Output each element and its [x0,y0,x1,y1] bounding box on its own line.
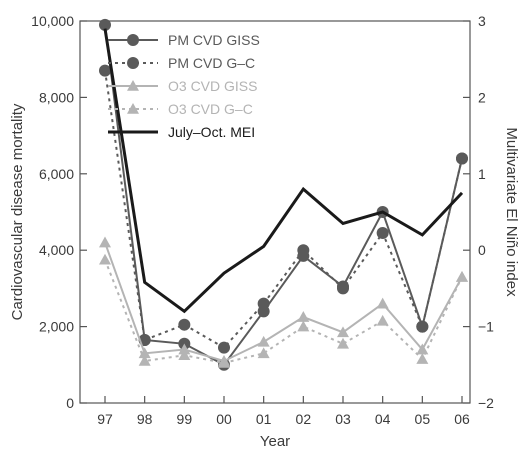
y2-tick-label: 1 [478,166,486,182]
data-point-series-0 [99,18,111,31]
data-point-series-1 [178,318,191,331]
legend-marker-0 [127,34,139,46]
y-tick-label: 8,000 [39,89,74,105]
legend-label-2: O3 CVD GISS [168,78,257,94]
data-point-series-1 [416,320,429,333]
y-tick-label: 6,000 [39,166,74,182]
data-point-series-2 [297,311,310,322]
data-point-series-3 [218,356,230,368]
data-point-series-3 [178,349,191,361]
data-point-series-1 [297,244,310,257]
x-tick-label: 04 [375,411,391,427]
x-tick-label: 05 [415,411,431,427]
y-tick-label: 0 [66,395,74,411]
x-tick-label: 03 [335,411,351,427]
data-point-series-3 [456,270,468,282]
legend-label-0: PM CVD GISS [168,32,260,48]
y2-tick-label: −1 [478,319,494,335]
data-point-series-1 [337,282,349,295]
data-point-series-3 [297,320,310,332]
legend-marker-3 [127,103,139,114]
x-tick-label: 01 [256,411,272,427]
x-axis-title: Year [260,433,290,449]
y2-tick-label: −2 [478,395,494,411]
data-point-series-3 [337,337,349,349]
y2-tick-label: 0 [478,242,486,258]
series-line-2 [104,242,463,363]
data-point-series-3 [138,354,151,366]
x-tick-label: 00 [216,411,232,427]
y-tick-label: 10,000 [31,13,74,29]
data-point-series-3 [416,353,429,364]
series-line-0 [104,24,463,367]
legend-marker-1 [127,57,139,69]
data-point-series-1 [99,64,111,77]
series-line-3 [104,259,463,364]
x-tick-label: 02 [296,411,312,427]
plot-frame [79,20,471,404]
x-tick-label: 99 [177,411,193,427]
data-point-series-3 [257,347,270,359]
data-point-series-2 [178,343,191,355]
series-line-4 [103,28,464,314]
x-tick-label: 98 [137,411,153,427]
x-tick-label: 06 [454,411,470,427]
y2-tick-label: 2 [478,89,486,105]
y-tick-label: 4,000 [39,242,74,258]
data-point-series-2 [257,335,270,347]
data-point-series-1 [257,297,270,310]
x-tick-label: 97 [97,411,113,427]
data-point-series-3 [376,314,389,326]
y2-tick-label: 3 [478,13,486,29]
legend-label-1: PM CVD G–C [168,55,255,71]
legend-marker-2 [127,80,139,91]
y-tick-label: 2,000 [39,319,74,335]
data-point-series-1 [376,227,389,240]
legend-label-4: July–Oct. MEI [168,124,255,140]
data-point-series-2 [138,347,151,359]
y-axis-title: Cardiovascular disease mortality [9,103,26,320]
data-point-series-1 [456,152,468,165]
y2-axis-title: Multivariate El Niño index [503,127,518,297]
data-point-series-2 [376,297,389,309]
data-point-series-3 [99,253,111,265]
data-point-series-1 [218,341,230,354]
legend-label-3: O3 CVD G–C [168,101,253,117]
data-point-series-2 [99,236,111,248]
series-line-1 [104,70,463,349]
data-point-series-2 [337,326,349,338]
